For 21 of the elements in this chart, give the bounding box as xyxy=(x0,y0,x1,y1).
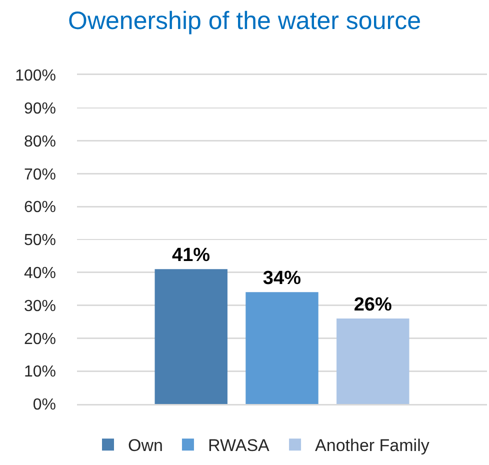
y-tick-label: 100% xyxy=(15,68,56,85)
y-tick-label: 10% xyxy=(24,364,56,381)
y-tick-label: 70% xyxy=(24,166,56,184)
chart-title: Owenership of the water source xyxy=(68,7,421,36)
legend-label: Own xyxy=(128,436,163,456)
bar xyxy=(154,269,228,404)
data-label: 34% xyxy=(262,268,302,290)
y-tick-label: 80% xyxy=(24,133,56,150)
bar xyxy=(336,318,410,404)
y-tick-label: 30% xyxy=(24,298,56,315)
y-tick-label: 20% xyxy=(24,330,56,348)
legend-label: Another Family xyxy=(315,436,430,456)
y-tick-label: 90% xyxy=(24,100,56,118)
y-tick-label: 50% xyxy=(24,232,56,250)
y-tick-label: 0% xyxy=(32,396,56,414)
y-tick-label: 40% xyxy=(24,265,56,282)
data-label: 26% xyxy=(354,294,392,316)
data-label: 41% xyxy=(172,245,210,266)
bar xyxy=(246,292,318,404)
y-tick-label: 60% xyxy=(24,199,56,216)
legend-label: RWASA xyxy=(208,436,270,456)
